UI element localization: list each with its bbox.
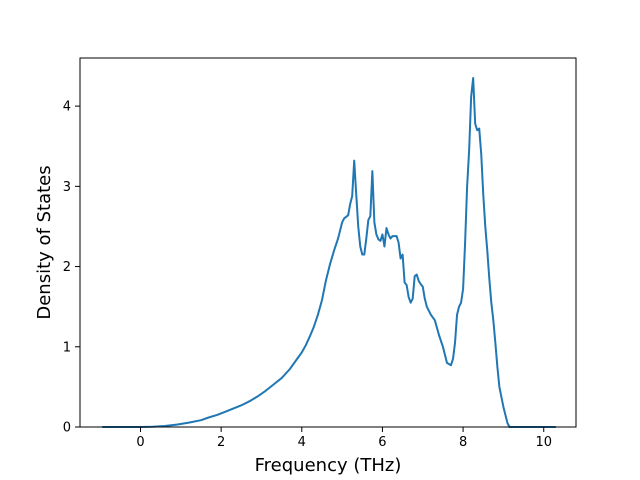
x-tick-label: 8: [459, 435, 467, 450]
axes-frame: [79, 57, 577, 428]
x-axis: 0 2 4 6 8 10: [136, 427, 552, 450]
y-tick-label: 0: [63, 421, 71, 436]
y-axis-label: Density of States: [34, 165, 55, 319]
y-tick-label: 2: [63, 260, 71, 275]
x-tick-label: 6: [378, 435, 386, 450]
x-tick-label: 4: [298, 435, 306, 450]
plot-area: [102, 77, 556, 428]
x-tick-label: 10: [535, 435, 552, 450]
y-axis: 0 1 2 3 4: [63, 100, 80, 436]
series-line-0: [102, 77, 556, 428]
x-axis-label: Frequency (THz): [255, 455, 402, 476]
x-tick-label: 2: [217, 435, 225, 450]
y-tick-label: 4: [63, 100, 71, 115]
x-tick-label: 0: [136, 435, 144, 450]
y-tick-label: 3: [63, 180, 71, 195]
y-tick-label: 1: [63, 340, 71, 355]
